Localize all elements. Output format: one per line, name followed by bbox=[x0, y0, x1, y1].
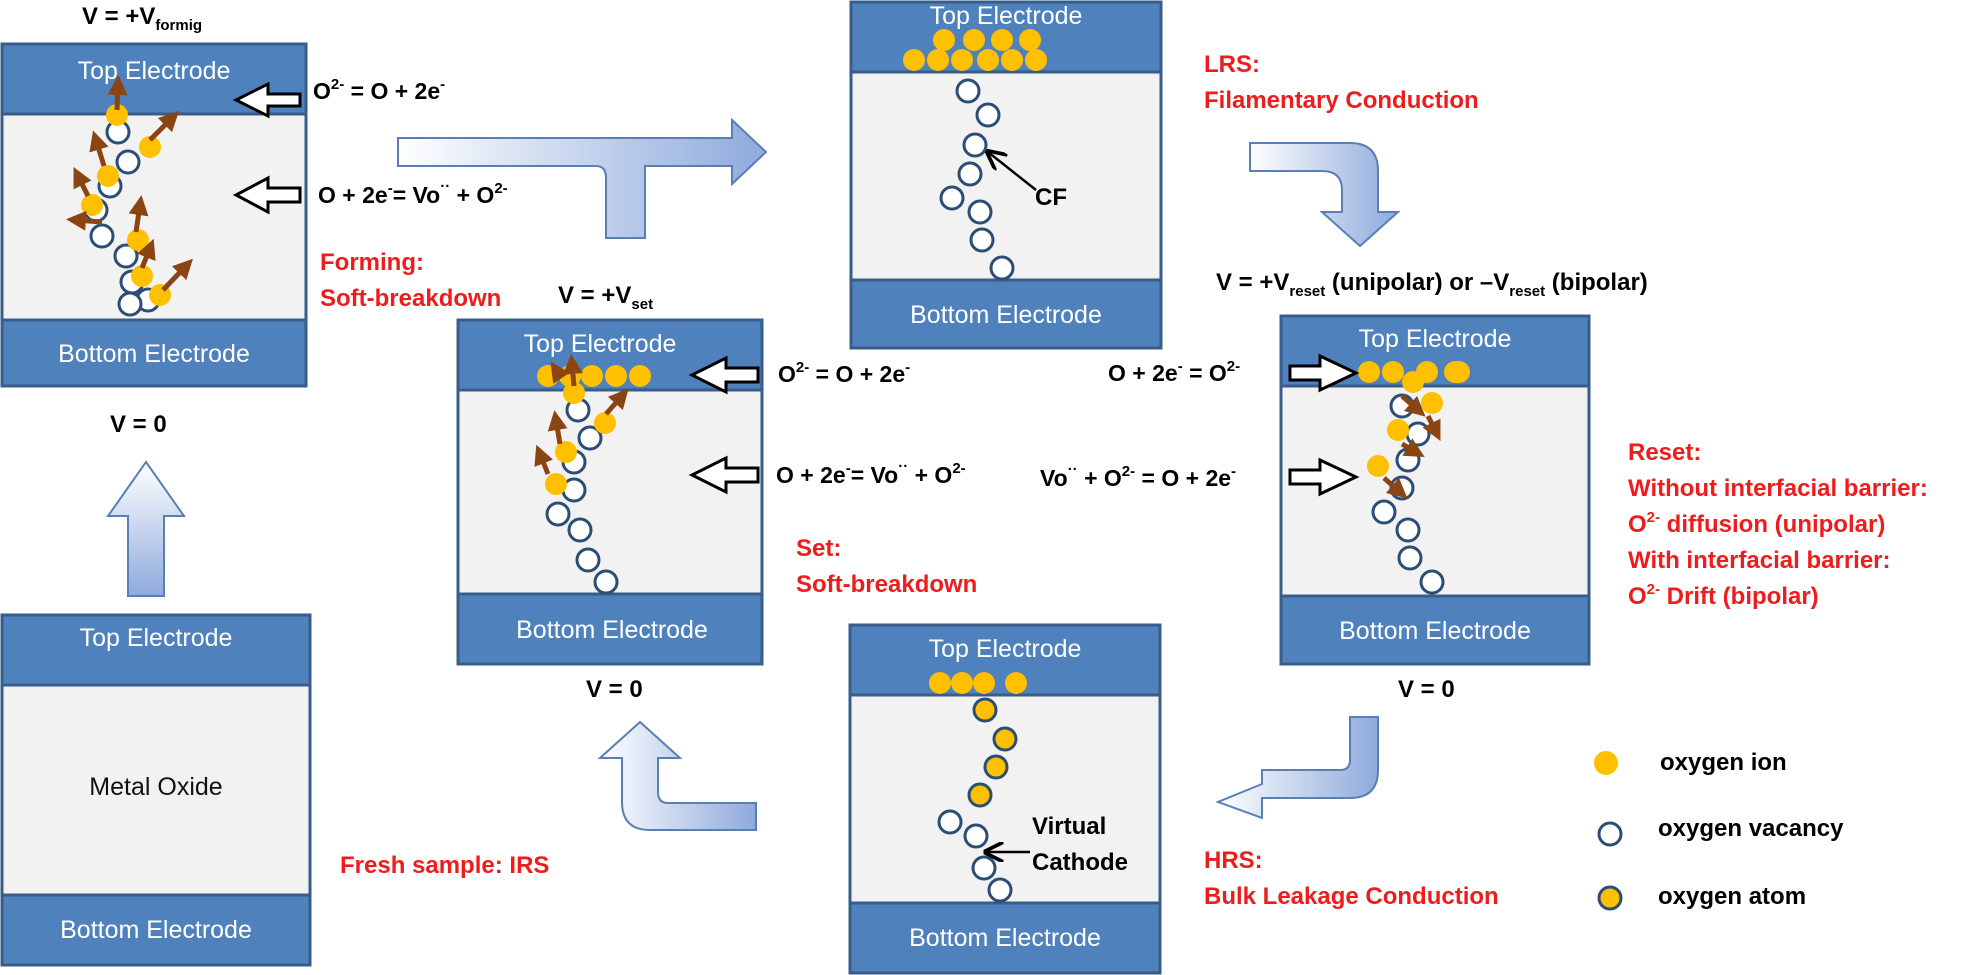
lrs-state-title: LRS: bbox=[1204, 51, 1260, 78]
top-electrode bbox=[0, 613, 312, 687]
lrs-filament-vacancies bbox=[939, 78, 1015, 281]
lrs-device: Top Electrode Bottom Electrode CF bbox=[849, 0, 1163, 350]
cf-label: CF bbox=[1035, 184, 1067, 211]
forming-voltage: V = +Vformig bbox=[82, 3, 202, 34]
hrs-device: Top Electrode Bottom Electrode Virtual C… bbox=[848, 623, 1162, 975]
fresh-state-label: Fresh sample: IRS bbox=[340, 852, 549, 879]
hrs-state-desc: Bulk Leakage Conduction bbox=[1204, 883, 1499, 910]
bottom-electrode-label: Bottom Electrode bbox=[1339, 617, 1531, 645]
reset-state-line4: With interfacial barrier: bbox=[1628, 547, 1891, 574]
fresh-device: Top Electrode Metal Oxide Bottom Electro… bbox=[0, 613, 312, 967]
legend-vacancy-symbol bbox=[1597, 821, 1623, 847]
top-electrode-label: Top Electrode bbox=[80, 624, 233, 652]
bottom-electrode-label: Bottom Electrode bbox=[58, 340, 250, 368]
reset-migration-arrows bbox=[1382, 394, 1441, 499]
forming-oxidation-arrow bbox=[232, 81, 302, 119]
hrs-to-set-arrow bbox=[597, 720, 757, 831]
legend-ion-label: oxygen ion bbox=[1660, 749, 1787, 776]
legend-atom-symbol bbox=[1597, 885, 1623, 911]
set-oxidation-arrow bbox=[688, 355, 760, 395]
virtual-cathode-label-1: Virtual bbox=[1032, 813, 1106, 840]
top-electrode bbox=[848, 623, 1162, 697]
set-voltage: V = +Vset bbox=[558, 282, 653, 313]
lrs-state-desc: Filamentary Conduction bbox=[1204, 87, 1479, 114]
set-state-title: Set: bbox=[796, 535, 841, 562]
forming-ions bbox=[81, 104, 171, 306]
top-electrode-label: Top Electrode bbox=[78, 57, 231, 85]
hrs-atoms bbox=[967, 697, 1018, 808]
cf-pointer bbox=[988, 152, 1037, 191]
reset-recombination-arrow bbox=[1288, 457, 1360, 497]
top-electrode-label: Top Electrode bbox=[929, 635, 1082, 663]
forming-migration-arrows bbox=[66, 75, 193, 292]
legend: oxygen ion oxygen vacancy oxygen atom bbox=[1594, 749, 1844, 911]
lrs-top-ions bbox=[903, 29, 1047, 71]
reset-top-arrow bbox=[1288, 353, 1360, 393]
bottom-electrode bbox=[1279, 594, 1591, 666]
up-arrow bbox=[106, 460, 186, 597]
bottom-electrode bbox=[0, 318, 308, 388]
forming-reduction-equation: O + 2e-= Vo·· + O2- bbox=[318, 178, 508, 208]
reset-recombination-equation: Vo·· + O2- = O + 2e- bbox=[1040, 461, 1236, 491]
bottom-electrode bbox=[848, 901, 1162, 975]
bottom-electrode-label: Bottom Electrode bbox=[60, 916, 252, 944]
forming-reduction-arrow bbox=[232, 175, 302, 215]
reset-to-hrs-arrow bbox=[1215, 716, 1379, 820]
metal-oxide-label: Metal Oxide bbox=[89, 773, 222, 801]
forming-oxidation-equation: O2- = O + 2e- bbox=[313, 76, 445, 104]
reset-top-equation: O + 2e- = O2- bbox=[1108, 358, 1240, 386]
legend-atom-label: oxygen atom bbox=[1658, 883, 1806, 910]
virtual-cathode-label-2: Cathode bbox=[1032, 849, 1128, 876]
set-zero-voltage: V = 0 bbox=[586, 676, 643, 703]
bottom-electrode bbox=[0, 893, 312, 967]
legend-vacancy-label: oxygen vacancy bbox=[1658, 815, 1844, 842]
bottom-electrode bbox=[849, 278, 1163, 350]
top-electrode-label: Top Electrode bbox=[1359, 325, 1512, 353]
reset-state-line3: O2- diffusion (unipolar) bbox=[1628, 509, 1885, 538]
top-electrode-label: Top Electrode bbox=[524, 330, 677, 358]
reset-device: Top Electrode Bottom Electrode bbox=[1279, 314, 1591, 666]
forming-state-desc: Soft-breakdown bbox=[320, 285, 501, 312]
legend-ion-symbol bbox=[1594, 751, 1618, 775]
reset-state-title: Reset: bbox=[1628, 439, 1701, 466]
set-ions bbox=[545, 382, 616, 495]
bottom-electrode-label: Bottom Electrode bbox=[909, 924, 1101, 952]
bottom-electrode-label: Bottom Electrode bbox=[516, 616, 708, 644]
reset-state-line5: O2- Drift (bipolar) bbox=[1628, 581, 1819, 610]
hrs-top-ions bbox=[929, 672, 1027, 694]
reset-voltage: V = +Vreset (unipolar) or –Vreset (bipol… bbox=[1216, 269, 1648, 300]
reset-state-line2: Without interfacial barrier: bbox=[1628, 475, 1928, 502]
set-migration-arrows bbox=[534, 354, 629, 475]
reset-zero-voltage: V = 0 bbox=[1398, 676, 1455, 703]
set-reduction-equation: O + 2e-= Vo·· + O2- bbox=[776, 458, 966, 488]
set-reduction-arrow bbox=[688, 455, 760, 495]
forming-zero-voltage: V = 0 bbox=[110, 411, 167, 438]
hrs-vacancies bbox=[937, 809, 1013, 903]
set-vacancies bbox=[545, 397, 619, 595]
top-electrode-label: Top Electrode bbox=[930, 2, 1083, 30]
bottom-electrode bbox=[456, 592, 764, 666]
set-top-ions bbox=[537, 365, 651, 387]
bottom-electrode-label: Bottom Electrode bbox=[910, 301, 1102, 329]
forming-to-lrs-arrow bbox=[397, 117, 768, 239]
set-device: Top Electrode Bottom Electrode bbox=[456, 318, 764, 666]
lrs-to-reset-arrow bbox=[1249, 142, 1401, 248]
hrs-state-title: HRS: bbox=[1204, 847, 1263, 874]
forming-state-title: Forming: bbox=[320, 249, 424, 276]
set-state-desc: Soft-breakdown bbox=[796, 571, 977, 598]
reset-ions bbox=[1367, 371, 1443, 477]
set-oxidation-equation: O2- = O + 2e- bbox=[778, 359, 910, 387]
